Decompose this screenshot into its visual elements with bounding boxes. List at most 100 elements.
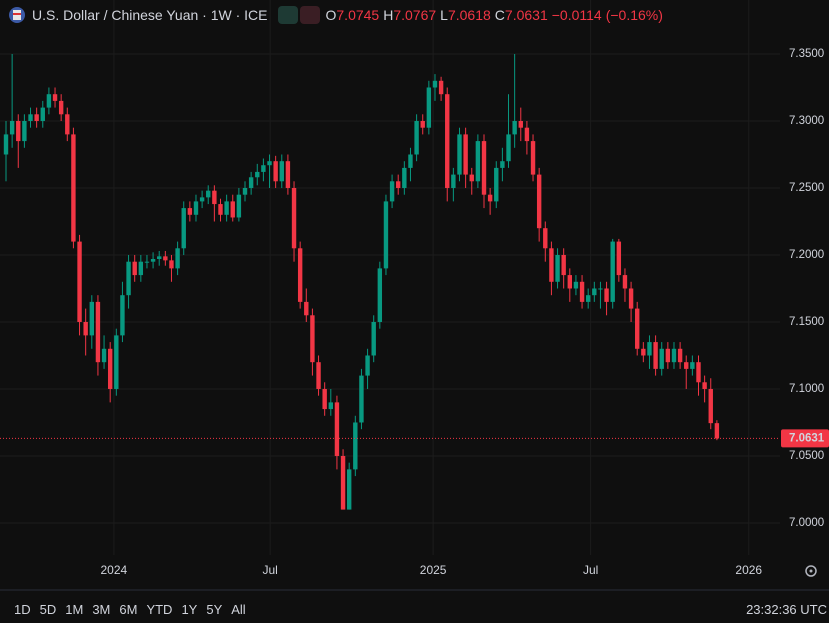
status-icons[interactable] (277, 6, 320, 24)
candle-body (261, 165, 266, 172)
candle-body (144, 261, 150, 263)
candle-body (273, 161, 278, 182)
range-button[interactable]: 5Y (206, 602, 223, 617)
candle-body (659, 348, 664, 369)
symbol-title[interactable]: U.S. Dollar / Chinese Yuan · 1W · ICE (32, 7, 268, 23)
change-value: −0.0114 (551, 7, 602, 23)
candle-body (236, 194, 242, 218)
candle-body (475, 141, 481, 182)
y-tick-label: 7.1500 (789, 316, 824, 328)
candle-body (622, 275, 628, 289)
candle-body (653, 342, 658, 369)
candle-body (193, 201, 199, 215)
candle-body (365, 355, 370, 376)
candle-body (175, 248, 180, 269)
candle-body (157, 256, 162, 260)
candle-body (22, 120, 27, 142)
candle-body (408, 154, 413, 168)
candle-body (469, 174, 474, 182)
range-button[interactable]: 3M (92, 602, 111, 617)
candle-body (163, 256, 168, 261)
candle-body (34, 114, 39, 121)
candle-body (500, 161, 505, 168)
candle-body (536, 174, 542, 229)
y-tick-label: 7.3000 (789, 115, 824, 127)
candle-body (218, 204, 223, 215)
candle-body (83, 321, 88, 336)
range-button[interactable]: 6M (119, 602, 138, 617)
candle-body (377, 268, 383, 322)
x-tick-label: 2024 (101, 563, 128, 577)
last-price-tag (781, 429, 829, 448)
candle-body (120, 295, 125, 336)
last-price-label: 7.0631 (789, 432, 825, 444)
y-tick-label: 7.0500 (789, 450, 824, 462)
range-button[interactable]: 5D (39, 602, 57, 617)
range-button[interactable]: 1D (14, 602, 31, 617)
candle-body (585, 295, 591, 302)
ohlc-key: O (325, 7, 337, 23)
candle-body (353, 422, 358, 470)
candle-body (107, 348, 113, 389)
range-button[interactable]: YTD (146, 602, 173, 617)
candle-body (647, 342, 652, 356)
candle-body (530, 141, 536, 175)
candle-body (304, 301, 309, 316)
candle-body (383, 201, 389, 269)
candle-body (671, 348, 677, 363)
settings-icon[interactable] (805, 565, 817, 577)
candle-body (494, 167, 499, 202)
candle-body (181, 208, 186, 249)
range-button[interactable]: 1Y (181, 602, 198, 617)
y-tick-label: 7.1000 (789, 383, 824, 395)
candle-body (101, 348, 107, 363)
y-tick-label: 7.3500 (789, 48, 824, 60)
range-button[interactable]: 1M (65, 602, 84, 617)
candle-body (279, 161, 284, 182)
candle-body (322, 388, 327, 410)
candle-body (242, 187, 248, 195)
candle-body (524, 127, 530, 142)
candle-body (291, 187, 297, 249)
candle-body (628, 288, 634, 309)
candle-body (684, 362, 689, 369)
candle-body (402, 167, 407, 188)
candle-body (426, 87, 432, 128)
candle-body (340, 455, 346, 510)
candle-body (438, 80, 444, 95)
candle-body (28, 114, 33, 121)
candle-body (267, 161, 272, 166)
candle-body (230, 201, 235, 218)
candle-body (58, 100, 64, 115)
x-tick-label: Jul (583, 563, 598, 577)
candle-body (16, 120, 21, 142)
candle-body (224, 201, 229, 215)
change-percent: (−0.16%) (605, 7, 663, 23)
bottom-toolbar: 1D 5D 1M 3M 6M YTD 1Y 5Y All 23:32:36 UTC (0, 596, 829, 623)
y-tick-label: 7.2500 (789, 182, 824, 194)
candle-body (677, 348, 683, 363)
x-tick-label: Jul (262, 563, 277, 577)
candle-body (708, 388, 713, 424)
candle-body (169, 260, 174, 269)
ohlc-value: 7.0745 (336, 7, 380, 23)
candle-body (641, 348, 646, 356)
range-button[interactable]: All (231, 602, 246, 617)
candle-body (371, 321, 376, 356)
candle-body (132, 261, 137, 276)
candle-body (328, 402, 334, 410)
candle-body (150, 259, 156, 262)
candle-body (187, 208, 193, 215)
candle-body (255, 171, 260, 178)
candle-body (543, 228, 548, 249)
candle-body (359, 375, 364, 423)
candle-body (316, 362, 321, 389)
candle-body (555, 254, 560, 282)
ohlc-value: 7.0618 (447, 7, 491, 23)
candle-body (285, 161, 291, 188)
candle-body (506, 134, 511, 162)
candle-body (610, 241, 615, 302)
candle-body (40, 107, 45, 121)
ohlc-key: C (494, 7, 505, 23)
candle-body (310, 315, 315, 363)
